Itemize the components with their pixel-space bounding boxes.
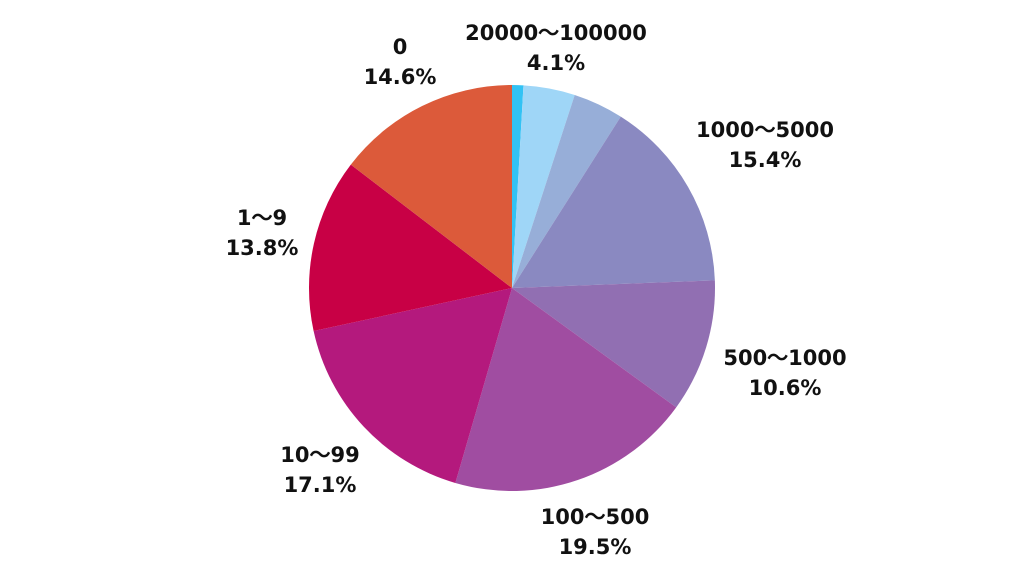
- slice-percent-3: 15.4%: [729, 148, 802, 172]
- slice-percent-8: 14.6%: [364, 65, 437, 89]
- pie-slice-3: [512, 116, 715, 288]
- slice-label-8: 0: [393, 35, 408, 59]
- slice-labels: 20000〜100000 4.1% 1000〜5000 15.4% 500〜1000 10…: [226, 21, 847, 559]
- pie-slice-4: [512, 280, 716, 408]
- slice-label-7: 1〜9: [237, 206, 287, 230]
- slice-label-4: 500〜1000: [723, 346, 846, 370]
- pie-slice-0: [512, 84, 524, 288]
- pie-slice-1: [512, 85, 575, 288]
- slice-label-3: 1000〜5000: [696, 118, 834, 142]
- slice-percent-7: 13.8%: [226, 236, 299, 260]
- slice-label-5: 100〜500: [541, 505, 650, 529]
- pie-slice-6: [313, 288, 512, 483]
- slice-label-1: 20000〜100000: [465, 21, 647, 45]
- slice-percent-1: 4.1%: [527, 51, 585, 75]
- slice-percent-5: 19.5%: [559, 535, 632, 559]
- slice-percent-4: 10.6%: [749, 376, 822, 400]
- pie-slice-5: [455, 288, 677, 492]
- pie-slice-2: [512, 94, 621, 288]
- pie-slice-7: [308, 164, 512, 332]
- slice-percent-6: 17.1%: [284, 473, 357, 497]
- slice-label-6: 10〜99: [280, 443, 359, 467]
- pie-slices: [308, 84, 716, 492]
- pie-slice-8: [350, 84, 512, 288]
